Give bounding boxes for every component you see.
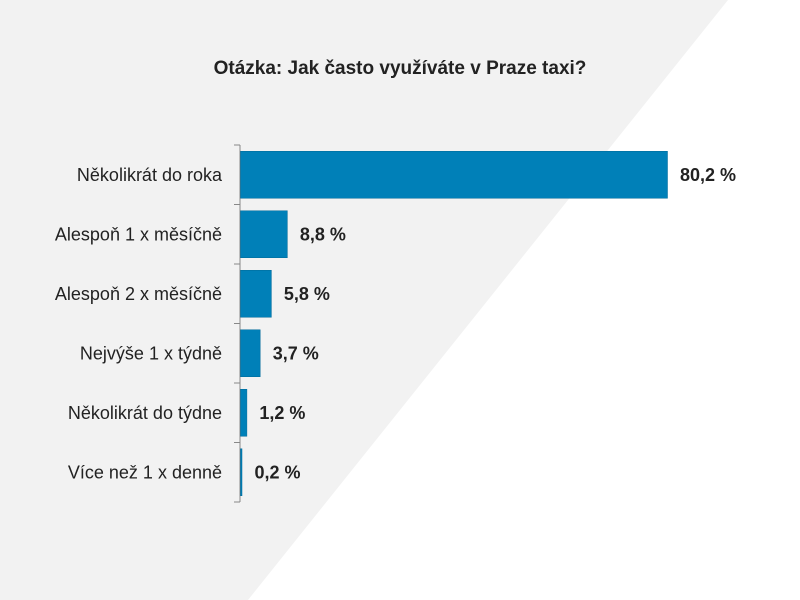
value-label: 5,8 % <box>284 284 330 304</box>
bar <box>240 270 272 318</box>
category-label: Několikrát do roka <box>77 165 223 185</box>
value-label: 3,7 % <box>273 343 319 363</box>
bar <box>240 448 243 496</box>
category-label: Alespoň 2 x měsíčně <box>55 284 222 304</box>
category-label: Několikrát do týdne <box>68 403 222 423</box>
category-labels: Několikrát do roka Alespoň 1 x měsíčně Ale… <box>55 165 223 483</box>
bars <box>240 151 668 496</box>
bar <box>240 210 288 258</box>
y-axis <box>234 144 241 503</box>
value-label: 1,2 % <box>259 403 305 423</box>
value-labels: 80,2 % 8,8 % 5,8 % 3,7 % 1,2 % 0,2 % <box>255 165 737 483</box>
category-label: Více než 1 x denně <box>68 462 222 482</box>
value-label: 80,2 % <box>680 165 736 185</box>
category-label: Nejvýše 1 x týdně <box>80 343 222 363</box>
category-label: Alespoň 1 x měsíčně <box>55 224 222 244</box>
value-label: 8,8 % <box>300 224 346 244</box>
bar <box>240 151 668 199</box>
chart-title: Otázka: Jak často využíváte v Praze taxi… <box>213 58 587 79</box>
bar <box>240 329 261 377</box>
bar <box>240 389 248 437</box>
value-label: 0,2 % <box>255 462 301 482</box>
